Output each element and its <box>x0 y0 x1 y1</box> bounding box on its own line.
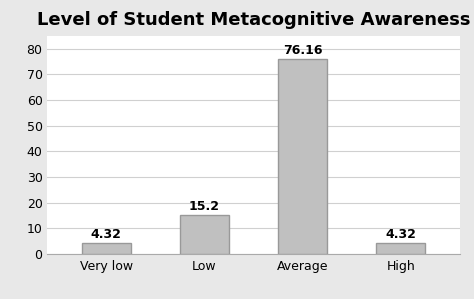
Text: 76.16: 76.16 <box>283 44 322 57</box>
Text: 15.2: 15.2 <box>189 200 220 213</box>
Title: Level of Student Metacognitive Awareness: Level of Student Metacognitive Awareness <box>37 11 470 29</box>
Text: 4.32: 4.32 <box>91 228 122 241</box>
Bar <box>376 243 426 254</box>
Bar <box>82 243 131 254</box>
Bar <box>180 215 229 254</box>
Text: 4.32: 4.32 <box>385 228 416 241</box>
Bar <box>278 59 327 254</box>
